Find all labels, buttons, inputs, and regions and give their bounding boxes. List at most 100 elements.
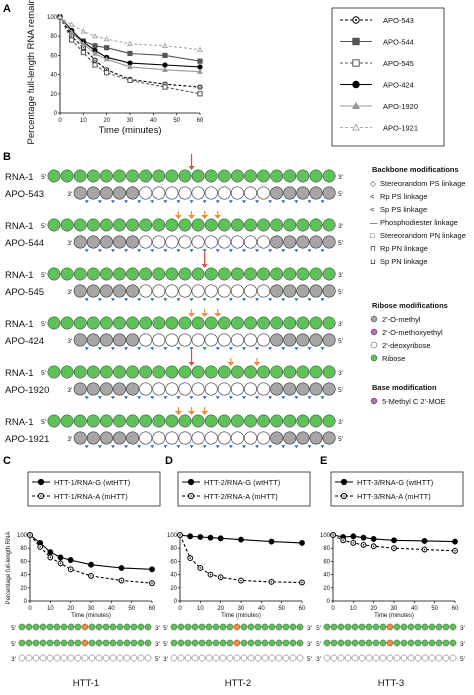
legend-b-ribose-dot (370, 328, 378, 336)
chartA-data-point (127, 50, 133, 57)
aso-bead (86, 333, 100, 347)
strip-bead (296, 623, 304, 631)
chartA-ytick-label: 100 (47, 15, 58, 21)
aso-bead (191, 186, 205, 200)
strip-bead (442, 654, 450, 662)
aso-bead (244, 382, 258, 396)
ribose-bead (113, 218, 126, 232)
chartC-data-point-dot (120, 579, 123, 582)
chart-a: 0 20 40 60 80 100 0 10 20 30 40 50 60 Time (minutes) P… (26, 0, 204, 144)
strip-bead (282, 623, 290, 631)
aso-bead (152, 186, 166, 200)
strip-bead (330, 639, 338, 647)
chartD-ytick-label: 20 (170, 586, 177, 592)
strip-bead (240, 639, 248, 647)
strip-bead (365, 623, 373, 631)
chartD-xtick-label: 50 (278, 606, 285, 612)
legend-b-backbone-symbol: < (370, 192, 375, 201)
linkage-mark (215, 298, 220, 302)
aso-bead (191, 284, 205, 298)
strip-bead (177, 654, 185, 662)
aso-bead (165, 186, 179, 200)
ribose-bead (126, 414, 140, 428)
linkage-mark (281, 200, 286, 204)
chartD-xtick-label: 60 (299, 606, 306, 612)
ribose-bead (283, 169, 297, 183)
chartC-xtick-label: 30 (88, 606, 95, 612)
strip-bead (184, 639, 192, 647)
chartA-data-point (80, 49, 86, 56)
strip-label: HTT-1 (73, 678, 99, 689)
ribose-bead (126, 365, 140, 379)
chartD-data-point-dot (189, 557, 191, 559)
chartC-xtick-label: 10 (47, 606, 54, 612)
ribose-bead (270, 267, 284, 281)
legend-a-label: APO-424 (383, 81, 414, 90)
chartC-xtick-label: 40 (108, 606, 115, 612)
ribose-bead (152, 218, 166, 232)
aso-5prime: 5' (338, 240, 343, 247)
linkage-mark (255, 200, 260, 204)
chart-d: 0 20 40 60 80 100 0 10 20 30 40 50 60 Time (minutes) H… (167, 471, 311, 619)
strip-bead (414, 639, 422, 647)
strip-bead (170, 639, 178, 647)
linkage-mark (281, 396, 286, 400)
aso-bead (178, 431, 192, 445)
strip-bead (32, 639, 40, 647)
cleavage-arrowhead (188, 411, 196, 415)
aso-label: APO-545 (5, 287, 44, 298)
legend-b-backbone-symbol: ⊔ (370, 257, 376, 266)
linkage-mark (307, 347, 312, 351)
linkage-mark (241, 396, 246, 400)
linkage-mark (189, 249, 194, 253)
rna-5prime: 5' (41, 272, 46, 279)
legend-b-backbone-item: Stereorandom PN linkage (380, 231, 466, 240)
ribose-bead (178, 316, 192, 330)
ribose-bead (60, 414, 74, 428)
chartC-x-axis-label: Time (minutes) (71, 613, 111, 619)
aso-bead (283, 284, 297, 298)
linkage-mark (215, 249, 220, 253)
cleavage-arrowhead (227, 362, 235, 366)
strip-bead (205, 623, 213, 631)
legend-a-marker (352, 37, 360, 46)
strip-bead (435, 654, 443, 662)
strip-bead (351, 623, 359, 631)
legend-a-box (331, 7, 445, 147)
legend-b-base-item: 5-Methyl C 2'-MOE (382, 397, 446, 406)
chartE-data-point-dot (332, 534, 334, 536)
chartC-ytick-label: 0 (24, 599, 28, 605)
strip-bead (344, 639, 352, 647)
strip-bead (81, 623, 89, 631)
chartA-data-point-dot (199, 86, 201, 88)
chartA-data-point (57, 13, 63, 20)
cleavage-arrowhead (174, 411, 182, 415)
linkage-mark (268, 347, 273, 351)
linkage-mark (241, 347, 246, 351)
chartD-data-point (238, 536, 244, 543)
chartC-legend-label: HTT-1/RNA-A (mHTT) (54, 492, 128, 501)
aso-bead (296, 186, 310, 200)
strip-bead (282, 639, 290, 647)
chartE-legend-label: HTT-3/RNA-G (wtHTT) (357, 478, 434, 487)
panel-label-b: B (3, 151, 11, 163)
strip-bead (81, 654, 89, 662)
ribose-bead (165, 316, 179, 330)
chartC-ytick-label: 20 (20, 586, 27, 592)
strip-3prime: 5' (460, 656, 465, 663)
aso-bead (283, 333, 297, 347)
linkage-mark (255, 347, 260, 351)
strip-bead (358, 639, 366, 647)
ribose-bead (217, 365, 231, 379)
ribose-bead (217, 316, 231, 330)
ribose-bead (165, 365, 179, 379)
ribose-bead (165, 267, 179, 281)
strip-bead (212, 654, 220, 662)
strip-bead (233, 654, 241, 662)
strip-bead (39, 639, 47, 647)
chartC-ytick-label: 80 (20, 546, 27, 552)
cleavage-arrowhead (188, 362, 195, 366)
chartA-data-point (197, 91, 203, 97)
aso-bead (165, 382, 179, 396)
rna-5prime: 5' (41, 223, 46, 230)
